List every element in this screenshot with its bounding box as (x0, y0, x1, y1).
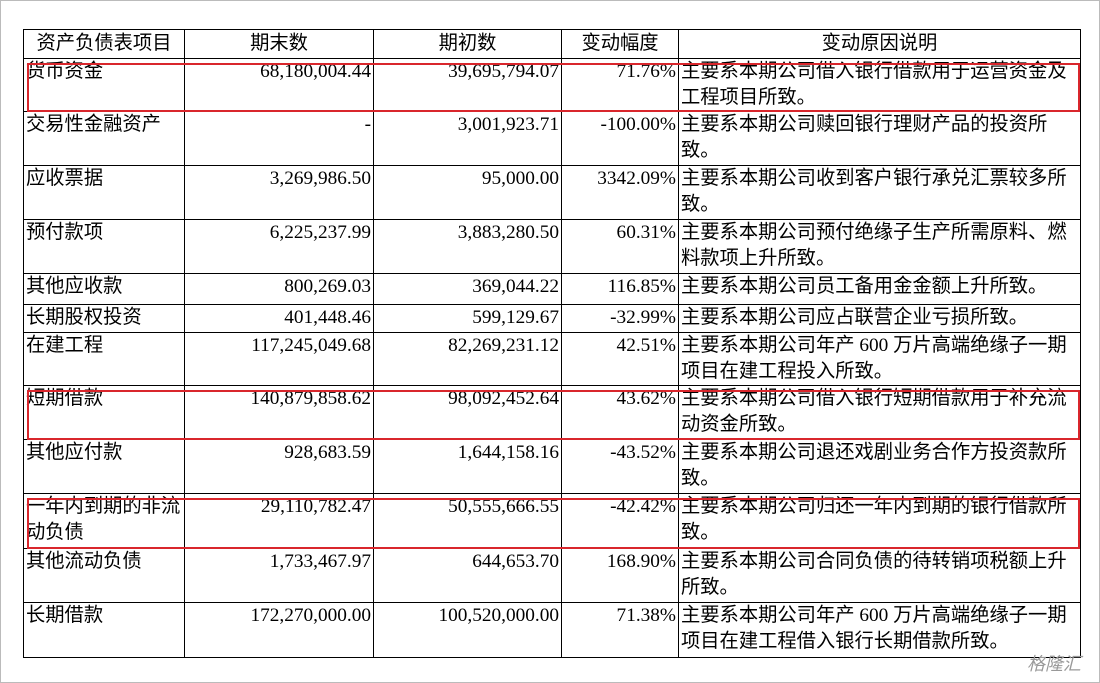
item-cell: 其他流动负债 (23, 548, 185, 603)
number-cell: 29,110,782.47 (184, 493, 374, 549)
table-row: 其他流动负债 1,733,467.97 644,653.70 168.90% 主要系本期… (23, 548, 1081, 603)
number-cell: -100.00% (561, 111, 679, 166)
header-row: 资产负债表项目 期末数 期初数 变动幅度 变动原因说明 (23, 29, 1081, 59)
number-cell: 39,695,794.07 (373, 58, 562, 112)
number-cell: 369,044.22 (373, 273, 562, 305)
balance-table: 资产负债表项目 期末数 期初数 变动幅度 变动原因说明 货币资金 68,180,004.4… (23, 29, 1081, 658)
number-cell: 3,001,923.71 (373, 111, 562, 166)
table-row: 长期股权投资 401,448.46 599,129.67 -32.99% 主要系本期公司… (23, 304, 1081, 333)
number-cell: 140,879,858.62 (184, 385, 374, 440)
number-cell: 3342.09% (561, 165, 679, 220)
table-row: 其他应付款 928,683.59 1,644,158.16 -43.52% 主要系本期公… (23, 439, 1081, 494)
reason-cell: 主要系本期公司预付绝缘子生产所需原料、燃料款项上升所致。 (678, 219, 1081, 274)
number-cell: - (184, 111, 374, 166)
table-row: 预付款项 6,225,237.99 3,883,280.50 60.31% 主要系本期公… (23, 219, 1081, 274)
table-row: 其他应收款 800,269.03 369,044.22 116.85% 主要系本期公司员… (23, 273, 1081, 305)
number-cell: 3,269,986.50 (184, 165, 374, 220)
reason-cell: 主要系本期公司年产 600 万片高端绝缘子一期项目在建工程投入所致。 (678, 332, 1081, 386)
number-cell: 50,555,666.55 (373, 493, 562, 549)
reason-cell: 主要系本期公司收到客户银行承兑汇票较多所致。 (678, 165, 1081, 220)
number-cell: 116.85% (561, 273, 679, 305)
number-cell: 71.76% (561, 58, 679, 112)
reason-cell: 主要系本期公司借入银行借款用于运营资金及工程项目所致。 (678, 58, 1081, 112)
number-cell: 168.90% (561, 548, 679, 603)
number-cell: -43.52% (561, 439, 679, 494)
number-cell: 71.38% (561, 602, 679, 658)
item-cell: 应收票据 (23, 165, 185, 220)
number-cell: 3,883,280.50 (373, 219, 562, 274)
table-row: 交易性金融资产 -3,001,923.71 -100.00% 主要系本期公司赎回银行理… (23, 111, 1081, 166)
item-cell: 长期股权投资 (23, 304, 185, 333)
reason-cell: 主要系本期公司员工备用金金额上升所致。 (678, 273, 1081, 305)
item-cell: 一年内到期的非流动负债 (23, 493, 185, 549)
number-cell: 6,225,237.99 (184, 219, 374, 274)
header-cell: 变动幅度 (561, 29, 679, 59)
table-row: 短期借款 140,879,858.62 98,092,452.64 43.62% 主要系… (23, 385, 1081, 440)
header-cell: 变动原因说明 (678, 29, 1081, 59)
number-cell: 1,733,467.97 (184, 548, 374, 603)
reason-cell: 主要系本期公司合同负债的待转销项税额上升所致。 (678, 548, 1081, 603)
reason-cell: 主要系本期公司退还戏剧业务合作方投资款所致。 (678, 439, 1081, 494)
item-cell: 在建工程 (23, 332, 185, 386)
item-cell: 长期借款 (23, 602, 185, 658)
number-cell: 68,180,004.44 (184, 58, 374, 112)
reason-cell: 主要系本期公司赎回银行理财产品的投资所致。 (678, 111, 1081, 166)
number-cell: 644,653.70 (373, 548, 562, 603)
number-cell: 95,000.00 (373, 165, 562, 220)
table-row: 货币资金 68,180,004.44 39,695,794.07 71.76% 主要系本… (23, 58, 1081, 112)
item-cell: 其他应付款 (23, 439, 185, 494)
item-cell: 货币资金 (23, 58, 185, 112)
number-cell: 82,269,231.12 (373, 332, 562, 386)
number-cell: 599,129.67 (373, 304, 562, 333)
number-cell: 172,270,000.00 (184, 602, 374, 658)
item-cell: 其他应收款 (23, 273, 185, 305)
item-cell: 预付款项 (23, 219, 185, 274)
header-cell: 期初数 (373, 29, 562, 59)
item-cell: 短期借款 (23, 385, 185, 440)
table-row: 长期借款 172,270,000.00 100,520,000.00 71.38% 主要… (23, 602, 1081, 658)
table-row: 一年内到期的非流动负债 29,110,782.47 50,555,666.55 -42… (23, 493, 1081, 549)
number-cell: 1,644,158.16 (373, 439, 562, 494)
reason-cell: 主要系本期公司年产 600 万片高端绝缘子一期项目在建工程借入银行长期借款所致。 (678, 602, 1081, 658)
number-cell: 60.31% (561, 219, 679, 274)
table-row: 在建工程 117,245,049.68 82,269,231.12 42.51% 主要系… (23, 332, 1081, 386)
number-cell: 117,245,049.68 (184, 332, 374, 386)
item-cell: 交易性金融资产 (23, 111, 185, 166)
watermark: 格隆汇 (1027, 654, 1081, 675)
number-cell: 928,683.59 (184, 439, 374, 494)
table-row: 应收票据 3,269,986.50 95,000.00 3342.09% 主要系本期公司… (23, 165, 1081, 220)
number-cell: 98,092,452.64 (373, 385, 562, 440)
number-cell: 800,269.03 (184, 273, 374, 305)
reason-cell: 主要系本期公司借入银行短期借款用于补充流动资金所致。 (678, 385, 1081, 440)
reason-cell: 主要系本期公司归还一年内到期的银行借款所致。 (678, 493, 1081, 549)
number-cell: -32.99% (561, 304, 679, 333)
number-cell: 43.62% (561, 385, 679, 440)
number-cell: 401,448.46 (184, 304, 374, 333)
header-cell: 资产负债表项目 (23, 29, 185, 59)
reason-cell: 主要系本期公司应占联营企业亏损所致。 (678, 304, 1081, 333)
number-cell: 42.51% (561, 332, 679, 386)
number-cell: 100,520,000.00 (373, 602, 562, 658)
header-cell: 期末数 (184, 29, 374, 59)
number-cell: -42.42% (561, 493, 679, 549)
